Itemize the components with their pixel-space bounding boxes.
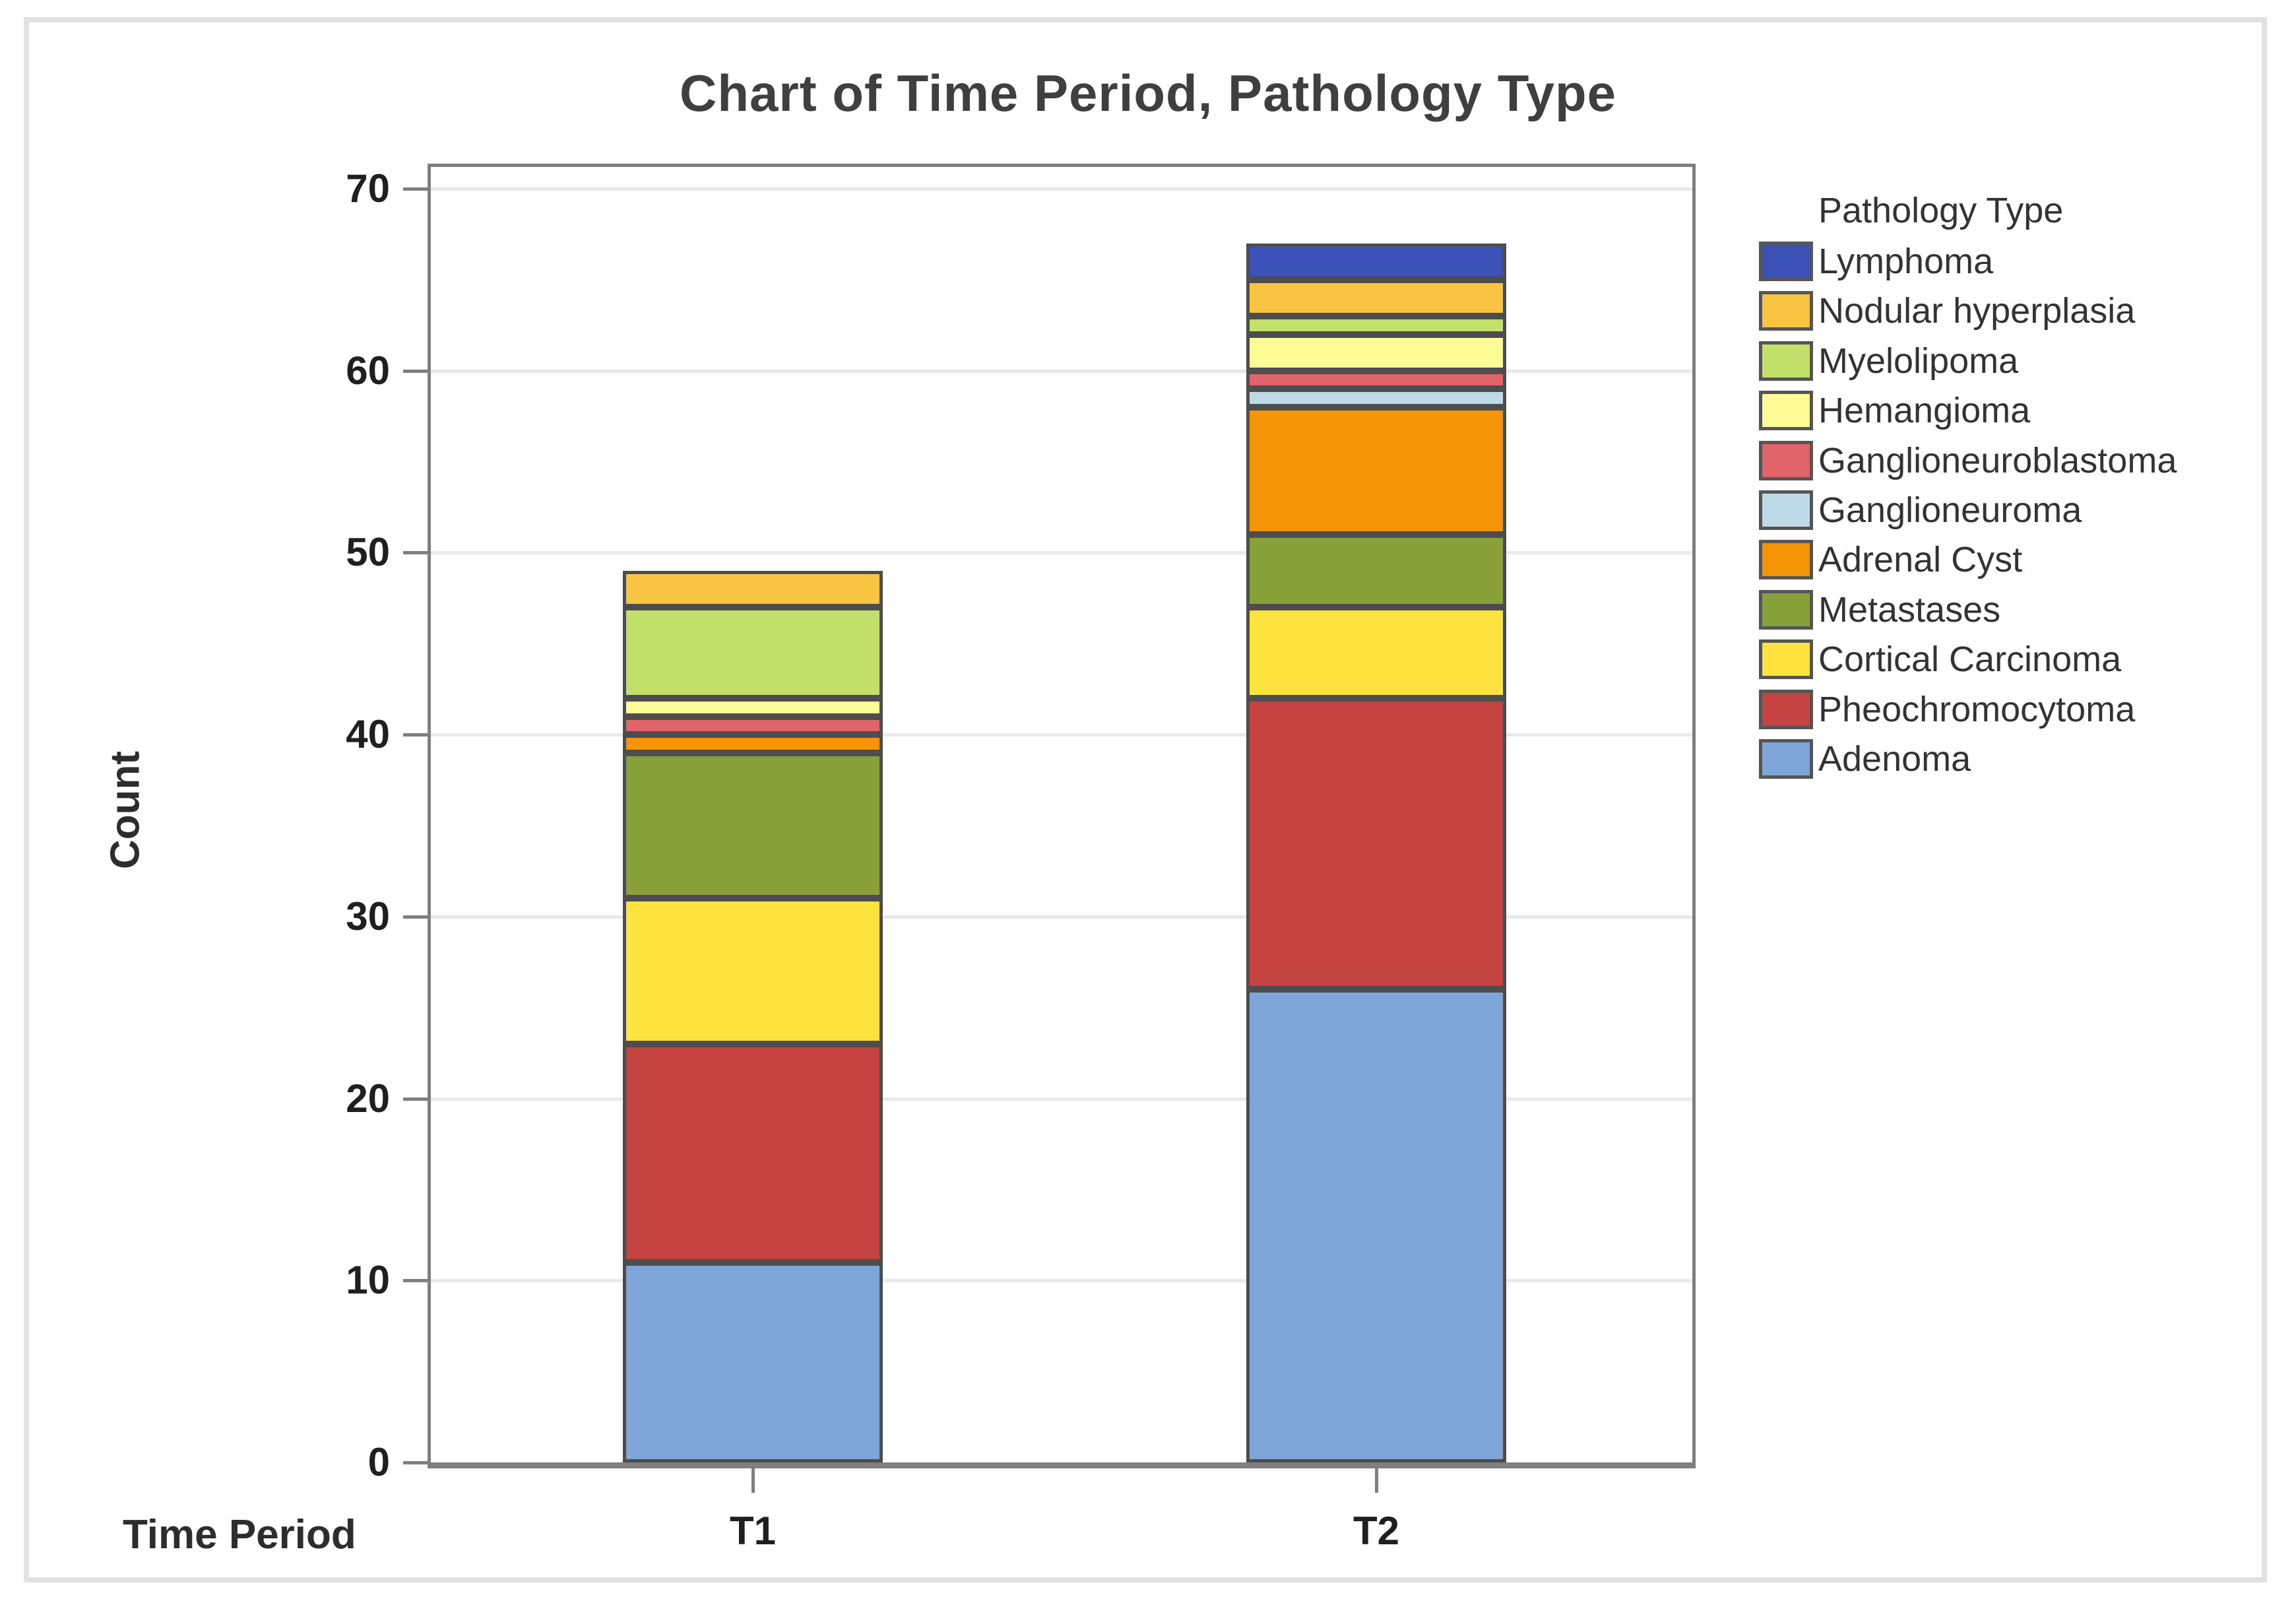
- y-tick-mark-0: [403, 1461, 428, 1464]
- bar-segment-T2-cortical-carcinoma: [1246, 607, 1506, 698]
- legend-label-adenoma: Adenoma: [1818, 739, 1971, 779]
- legend-label-hemangioma: Hemangioma: [1818, 391, 2031, 431]
- legend-swatch-adenoma: [1759, 739, 1813, 779]
- y-tick-mark-60: [403, 369, 428, 373]
- bar-segment-T1-metastases: [623, 752, 883, 899]
- legend-label-nodular-hyperplasia: Nodular hyperplasia: [1818, 291, 2136, 331]
- bar-segment-T1-cortical-carcinoma: [623, 898, 883, 1044]
- legend-label-metastases: Metastases: [1818, 589, 2001, 630]
- y-tick-label-40: 40: [346, 712, 390, 757]
- legend-swatch-cortical-carcinoma: [1759, 639, 1813, 680]
- legend-label-ganglioneuroma: Ganglioneuroma: [1818, 490, 2082, 530]
- gridline-y-40: [431, 733, 1692, 737]
- legend-label-cortical-carcinoma: Cortical Carcinoma: [1818, 639, 2122, 680]
- legend-swatch-metastases: [1759, 589, 1813, 630]
- x-tick-label-T2: T2: [1353, 1509, 1400, 1553]
- y-tick-mark-70: [403, 187, 428, 191]
- y-tick-label-50: 50: [346, 530, 390, 575]
- bar-segment-T2-adrenal-cyst: [1246, 407, 1506, 535]
- bar-segment-T2-ganglioneuroma: [1246, 389, 1506, 407]
- legend-label-pheochromocytoma: Pheochromocytoma: [1818, 689, 2136, 729]
- y-tick-label-0: 0: [367, 1440, 390, 1484]
- bar-segment-T2-lymphoma: [1246, 243, 1506, 280]
- chart-title: Chart of Time Period, Pathology Type: [680, 64, 1616, 122]
- gridline-y-60: [431, 369, 1692, 373]
- gridline-y-50: [431, 551, 1692, 555]
- bar-segment-T2-metastases: [1246, 534, 1506, 608]
- legend-swatch-pheochromocytoma: [1759, 689, 1813, 729]
- y-tick-mark-50: [403, 551, 428, 555]
- x-tick-mark-T2: [1375, 1465, 1378, 1493]
- stacked-bar-T1: [623, 164, 883, 1462]
- legend-swatch-hemangioma: [1759, 391, 1813, 431]
- y-tick-mark-30: [403, 915, 428, 919]
- y-axis-title: Count: [102, 750, 148, 870]
- legend-swatch-ganglioneuroma: [1759, 490, 1813, 530]
- legend-label-adrenal-cyst: Adrenal Cyst: [1818, 540, 2023, 580]
- legend-label-lymphoma: Lymphoma: [1818, 242, 1994, 281]
- bar-segment-T1-adenoma: [623, 1262, 883, 1462]
- bar-segment-T2-hemangioma: [1246, 334, 1506, 371]
- bar-segment-T2-adenoma: [1246, 989, 1506, 1462]
- bar-segment-T1-myelolipoma: [623, 607, 883, 698]
- y-tick-label-60: 60: [346, 348, 390, 393]
- gridline-y-30: [431, 915, 1692, 919]
- bar-segment-T1-nodular-hyperplasia: [623, 571, 883, 608]
- legend-swatch-myelolipoma: [1759, 341, 1813, 381]
- legend-swatch-adrenal-cyst: [1759, 540, 1813, 580]
- x-tick-label-T1: T1: [729, 1509, 777, 1553]
- x-tick-mark-T1: [751, 1465, 755, 1493]
- y-tick-mark-10: [403, 1279, 428, 1283]
- bar-segment-T1-hemangioma: [623, 698, 883, 717]
- bar-segment-T2-nodular-hyperplasia: [1246, 279, 1506, 316]
- y-tick-label-70: 70: [346, 166, 390, 211]
- bar-segment-T1-adrenal-cyst: [623, 735, 883, 753]
- y-tick-mark-40: [403, 733, 428, 737]
- y-tick-label-20: 20: [346, 1076, 390, 1121]
- legend-swatch-lymphoma: [1759, 242, 1813, 281]
- legend-label-myelolipoma: Myelolipoma: [1818, 341, 2019, 381]
- y-tick-mark-20: [403, 1097, 428, 1101]
- x-axis-title: Time Period: [123, 1512, 356, 1557]
- bar-segment-T1-pheochromocytoma: [623, 1043, 883, 1262]
- bar-segment-T2-pheochromocytoma: [1246, 698, 1506, 990]
- legend-title: Pathology Type: [1818, 191, 2064, 230]
- legend-swatch-nodular-hyperplasia: [1759, 291, 1813, 331]
- y-tick-label-10: 10: [346, 1258, 390, 1303]
- gridline-y-70: [431, 187, 1692, 191]
- legend-label-ganglioneuroblastoma: Ganglioneuroblastoma: [1818, 440, 2177, 480]
- stacked-bar-T2: [1246, 164, 1506, 1462]
- gridline-y-20: [431, 1097, 1692, 1101]
- y-tick-label-30: 30: [346, 894, 390, 938]
- bar-segment-T1-ganglioneuroblastoma: [623, 716, 883, 735]
- bar-segment-T2-ganglioneuroblastoma: [1246, 370, 1506, 389]
- bar-segment-T2-myelolipoma: [1246, 316, 1506, 335]
- legend-swatch-ganglioneuroblastoma: [1759, 440, 1813, 480]
- gridline-y-10: [431, 1279, 1692, 1283]
